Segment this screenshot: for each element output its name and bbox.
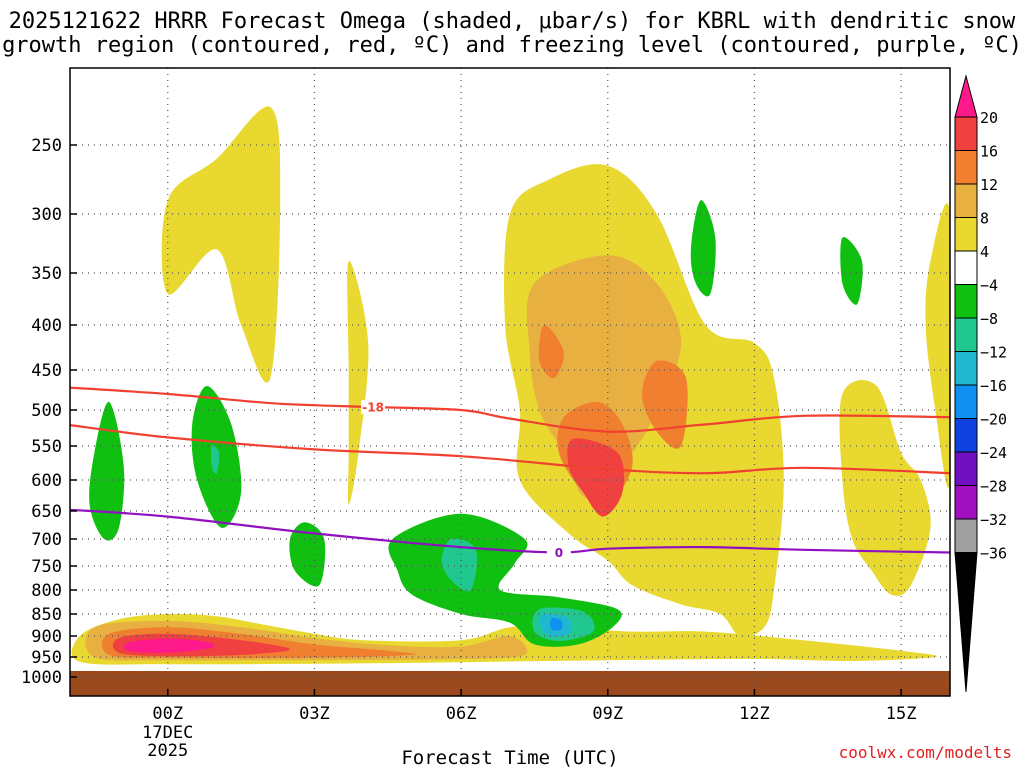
omega-region-20 [840, 237, 863, 305]
chart-title-line1: 2025121622 HRRR Forecast Omega (shaded, … [9, 9, 1016, 34]
y-tick-label: 700 [31, 530, 62, 550]
omega-region-17 [289, 522, 326, 587]
y-tick-label: 450 [31, 361, 62, 381]
colorbar-label: −4 [980, 277, 998, 295]
x-tick-label: 09Z [592, 704, 623, 724]
contour-label-bg [361, 400, 386, 415]
omega-region-5 [925, 203, 950, 488]
colorbar-bottom-arrow [954, 552, 978, 693]
colorbar-swatch [954, 183, 978, 218]
omega-region-4 [839, 380, 931, 596]
y-tick-label: 800 [31, 581, 62, 601]
contour-dgz-bottom [70, 424, 950, 475]
contour-dgz-top [70, 386, 950, 433]
colorbar-swatch [954, 116, 978, 151]
x-tick-label: 12Z [739, 704, 770, 724]
colorbar-label: 8 [980, 210, 989, 228]
colorbar-label: 16 [980, 143, 998, 161]
omega-region-25 [550, 617, 563, 631]
x-tick-label: 00Z [152, 704, 183, 724]
omega-region-15 [89, 401, 125, 541]
omega-shaded-regions [71, 106, 950, 665]
y-tick-label: 500 [31, 401, 62, 421]
y-tick-label: 300 [31, 205, 62, 225]
x-tick-date: 17DEC [142, 723, 193, 743]
y-tick-label: 400 [31, 316, 62, 336]
colorbar-swatch [954, 351, 978, 386]
y-tick-label: 900 [31, 627, 62, 647]
colorbar: 20 16 12 8 4 −4 −8 −12 −16 −20 −24 −28 −32 −36 [954, 74, 1007, 693]
y-tick-label: 1000 [21, 668, 62, 688]
y-tick-label: 950 [31, 648, 62, 668]
colorbar-label: −20 [980, 411, 1007, 429]
y-tick-label: 750 [31, 557, 62, 577]
x-tick-label: 06Z [446, 704, 477, 724]
colorbar-top-arrow [954, 74, 978, 118]
x-tick-year: 2025 [147, 741, 188, 761]
contour-label-dgz-top: -18 [362, 401, 384, 415]
omega-region-19 [690, 200, 716, 297]
colorbar-swatch [954, 384, 978, 419]
colorbar-label: −36 [980, 545, 1007, 563]
colorbar-label: 20 [980, 109, 998, 127]
y-tick-label: 600 [31, 471, 62, 491]
colorbar-swatch [954, 518, 978, 553]
y-tick-label: 850 [31, 605, 62, 625]
colorbar-label: −12 [980, 344, 1007, 362]
colorbar-label: −28 [980, 478, 1007, 496]
colorbar-swatch [954, 217, 978, 252]
colorbar-label: −32 [980, 511, 1007, 529]
colorbar-swatch [954, 418, 978, 453]
contour-label-bg [546, 545, 571, 560]
colorbar-swatch [954, 284, 978, 319]
colorbar-label: −16 [980, 377, 1007, 395]
y-tick-label: 650 [31, 502, 62, 522]
colorbar-label: −8 [980, 310, 998, 328]
chart-title-line2: growth region (contoured, red, ºC) and f… [2, 33, 1022, 58]
colorbar-swatch [954, 451, 978, 486]
colorbar-swatch [954, 250, 978, 285]
y-tick-label: 550 [31, 437, 62, 457]
x-axis-label: Forecast Time (UTC) [401, 747, 618, 768]
plot-area: -18 0 [70, 68, 950, 696]
colorbar-label: 12 [980, 176, 998, 194]
plot-frame [69, 67, 951, 697]
credit-text: coolwx.com/modelts [839, 743, 1012, 762]
x-tick-label: 03Z [299, 704, 330, 724]
contour-label-freezing-level: 0 [555, 546, 563, 560]
x-tick-label: 15Z [886, 704, 917, 724]
omega-region-1 [347, 260, 369, 505]
colorbar-swatch [954, 317, 978, 352]
omega-region-12 [567, 438, 625, 517]
omega-region-23 [211, 445, 220, 474]
colorbar-label: −24 [980, 444, 1007, 462]
colorbar-swatch [954, 485, 978, 520]
omega-region-14 [123, 638, 216, 653]
colorbar-label: 4 [980, 243, 989, 261]
omega-region-11 [538, 324, 565, 379]
surface-ground-band [70, 671, 950, 696]
contour-lines: -18 0 [70, 386, 950, 560]
y-tick-label: 250 [31, 136, 62, 156]
omega-region-0 [161, 106, 281, 383]
colorbar-swatch [954, 150, 978, 185]
omega-region-21 [441, 538, 477, 592]
y-axis-ticks: 2503003504004505005506006507007508008509… [21, 136, 77, 688]
y-tick-label: 350 [31, 264, 62, 284]
